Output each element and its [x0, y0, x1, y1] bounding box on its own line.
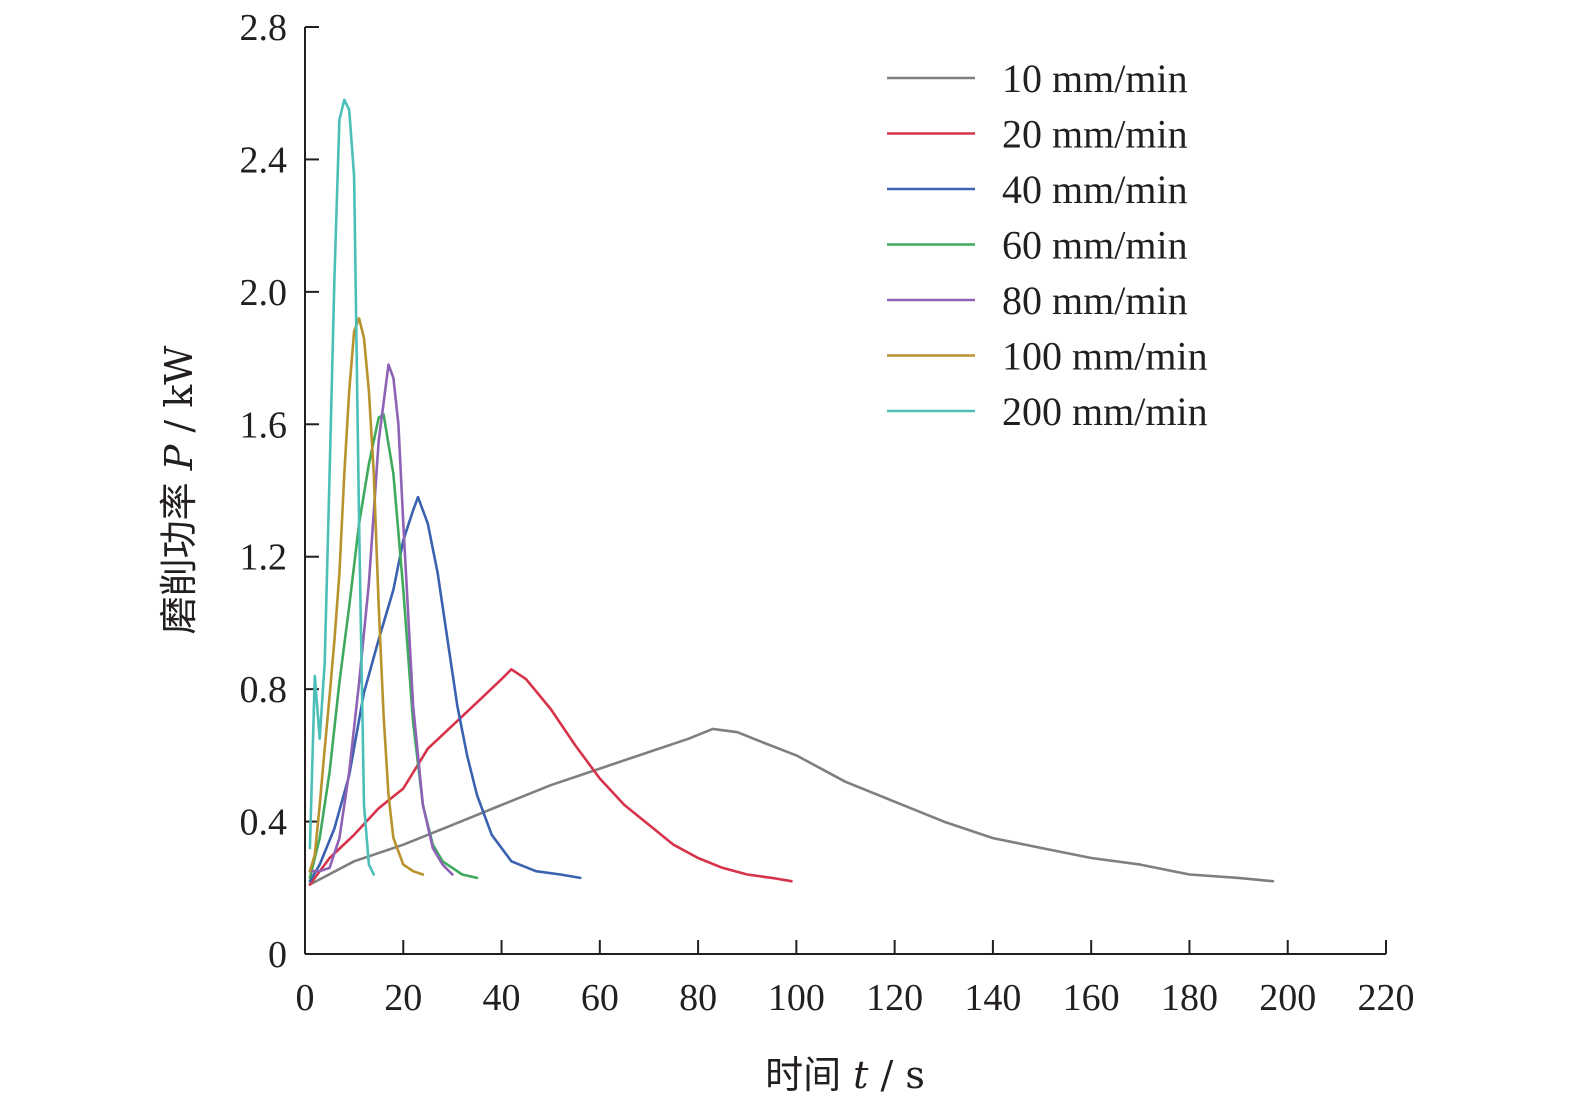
legend-label: 60 mm/min: [1002, 223, 1188, 268]
legend-label: 80 mm/min: [1002, 278, 1188, 323]
ticks: [304, 26, 1387, 955]
series-line-3: [308, 413, 479, 880]
legend-label: 20 mm/min: [1002, 112, 1188, 157]
x-tick-label: 140: [964, 977, 1021, 1019]
y-tick-label: 2.4: [240, 139, 288, 181]
axes: [304, 27, 1386, 955]
series-line-4: [308, 363, 454, 876]
tick-labels: 0 20 40 60 80 100 120 140 160 180 200 220 0 0.4 0.8 1.2…: [240, 7, 1415, 1019]
legend-label: 200 mm/min: [1002, 389, 1208, 434]
legend-label: 40 mm/min: [1002, 167, 1188, 212]
series-line-2: [308, 495, 582, 883]
x-tick-label: 20: [384, 977, 422, 1019]
y-tick-label: 0.4: [240, 802, 288, 844]
x-tick-label: 200: [1259, 977, 1316, 1019]
y-axis-title-unit: / kW: [157, 346, 201, 445]
y-axis-title: 磨削功率 P / kW: [157, 346, 201, 635]
x-tick-label: 160: [1063, 977, 1120, 1019]
legend-label: 10 mm/min: [1002, 56, 1188, 101]
x-tick-label: 220: [1358, 977, 1415, 1019]
series-lines: [308, 98, 1275, 886]
y-axis-title-variable: P: [157, 443, 201, 471]
x-tick-label: 80: [679, 977, 717, 1019]
y-tick-label: 0: [268, 934, 287, 976]
series-line-5: [308, 316, 425, 876]
x-tick-label: 40: [483, 977, 521, 1019]
x-axis-title-prefix: 时间: [765, 1053, 853, 1097]
x-tick-label: 180: [1161, 977, 1218, 1019]
legend: 10 mm/min 20 mm/min 40 mm/min 60 mm/min 80 m…: [887, 56, 1208, 434]
x-tick-label: 0: [296, 977, 315, 1019]
x-axis-title: 时间 t / s: [765, 1053, 925, 1097]
y-tick-label: 2.8: [240, 7, 288, 49]
y-tick-label: 1.2: [240, 537, 288, 579]
x-axis-title-variable: t: [853, 1053, 869, 1097]
series-line-1: [308, 667, 793, 886]
series-line-0: [308, 727, 1275, 886]
x-tick-label: 60: [581, 977, 619, 1019]
legend-label: 100 mm/min: [1002, 334, 1208, 379]
y-axis-title-prefix: 磨削功率: [157, 470, 201, 634]
y-tick-label: 0.8: [240, 669, 288, 711]
y-tick-label: 1.6: [240, 404, 288, 446]
series-line-6: [308, 98, 376, 876]
x-tick-label: 120: [866, 977, 923, 1019]
x-tick-label: 100: [768, 977, 825, 1019]
y-tick-label: 2.0: [240, 272, 288, 314]
x-axis-title-unit: / s: [868, 1053, 924, 1097]
